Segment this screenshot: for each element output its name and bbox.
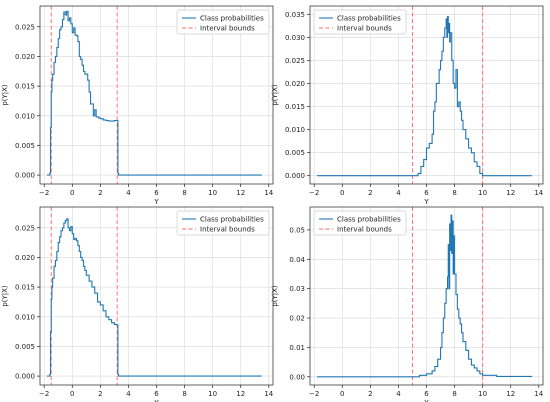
x-tick-label: 4 [396, 390, 401, 398]
x-tick-label: −2 [39, 189, 49, 197]
x-tick-label: 4 [126, 390, 131, 398]
legend-box [176, 9, 270, 35]
y-tick-label: 0.010 [285, 126, 305, 134]
legend-entry: Class probabilities [337, 216, 401, 224]
legend-entry: Interval bounds [200, 226, 255, 234]
x-axis-label: Y [153, 399, 159, 402]
x-tick-label: 6 [154, 189, 159, 197]
x-axis-label: Y [423, 399, 429, 402]
y-tick-label: 0.000 [15, 373, 35, 381]
x-tick-label: 10 [478, 189, 487, 197]
x-tick-label: 12 [236, 189, 245, 197]
legend: Class probabilities Interval bounds [176, 9, 270, 35]
legend-entry: Class probabilities [337, 15, 401, 23]
legend-entry: Interval bounds [337, 25, 392, 33]
x-tick-label: 12 [506, 390, 515, 398]
legend: Class probabilities Interval bounds [313, 9, 407, 35]
y-axis-label: p(Y|X) [1, 84, 9, 106]
x-tick-label: 6 [424, 390, 429, 398]
y-tick-label: 0.020 [285, 80, 305, 88]
y-tick-label: 0.010 [15, 112, 35, 120]
y-axis-label: p(Y|X) [1, 285, 9, 307]
y-tick-label: 0.01 [289, 344, 305, 352]
x-tick-label: 6 [154, 390, 159, 398]
x-tick-label: −2 [309, 390, 319, 398]
y-tick-label: 0.025 [285, 57, 305, 65]
y-tick-label: 0.005 [285, 149, 305, 157]
x-tick-label: 0 [70, 189, 74, 197]
y-tick-label: 0.05 [289, 226, 305, 234]
y-tick-label: 0.000 [285, 172, 305, 180]
x-tick-label: 8 [182, 189, 186, 197]
class-probabilities-line [47, 10, 262, 176]
x-tick-label: 14 [534, 189, 543, 197]
x-tick-label: 6 [424, 189, 429, 197]
chart-panel-3: −2 0 2 4 6 8 10 12 14 0.000 0.005 0.010 0.015 0.020 0.… [1, 206, 274, 402]
class-probabilities-line [317, 16, 532, 177]
y-axis-label: p(Y|X) [271, 285, 279, 307]
legend-entry: Interval bounds [337, 226, 392, 234]
x-tick-label: 12 [506, 189, 515, 197]
x-tick-label: −2 [309, 189, 319, 197]
legend-box [313, 9, 407, 35]
y-tick-label: 0.025 [15, 23, 35, 31]
y-tick-label: 0.025 [15, 224, 35, 232]
x-tick-label: 10 [478, 390, 487, 398]
y-tick-label: 0.030 [285, 34, 305, 42]
y-tick-label: 0.010 [15, 313, 35, 321]
chart-panel-2: −2 0 2 4 6 8 10 12 14 0.000 0.005 0.010 0.015 0.020 0.… [271, 5, 544, 206]
x-tick-label: 2 [368, 189, 372, 197]
y-tick-label: 0.020 [15, 53, 35, 61]
x-tick-label: 0 [340, 189, 344, 197]
y-tick-label: 0.015 [15, 83, 35, 91]
class-probabilities-line [47, 218, 262, 377]
x-tick-label: 8 [182, 390, 186, 398]
x-tick-label: 8 [452, 390, 456, 398]
legend-entry: Class probabilities [200, 15, 264, 23]
x-tick-label: 0 [70, 390, 74, 398]
legend: Class probabilities Interval bounds [176, 210, 270, 236]
y-tick-label: 0.03 [289, 285, 305, 293]
x-tick-label: 4 [126, 189, 131, 197]
x-tick-label: 14 [534, 390, 543, 398]
x-tick-label: 14 [264, 390, 273, 398]
y-tick-label: 0.015 [15, 284, 35, 292]
chart-panel-4: −2 0 2 4 6 8 10 12 14 0.00 0.01 0.02 0.03 0.04 0.05 Yp(… [271, 206, 544, 402]
x-tick-label: 2 [368, 390, 372, 398]
y-tick-label: 0.02 [289, 315, 305, 323]
y-tick-label: 0.00 [289, 373, 305, 381]
x-tick-label: 4 [396, 189, 401, 197]
x-tick-label: 2 [98, 189, 102, 197]
x-tick-label: 10 [208, 189, 217, 197]
legend-box [313, 210, 407, 236]
y-tick-label: 0.000 [15, 172, 35, 180]
x-tick-label: 14 [264, 189, 273, 197]
y-tick-label: 0.04 [289, 256, 305, 264]
legend: Class probabilities Interval bounds [313, 210, 407, 236]
chart-panel-1: −2 0 2 4 6 8 10 12 14 0.000 0.005 0.010 0.015 0.020 0.… [1, 5, 274, 206]
class-probabilities-line [317, 214, 533, 378]
y-tick-label: 0.005 [15, 142, 35, 150]
x-tick-label: 8 [452, 189, 456, 197]
x-axis-label: Y [153, 198, 159, 206]
x-tick-label: 0 [340, 390, 344, 398]
y-tick-label: 0.035 [285, 11, 305, 19]
y-tick-label: 0.005 [15, 343, 35, 351]
y-tick-label: 0.015 [285, 103, 305, 111]
y-tick-label: 0.020 [15, 254, 35, 262]
legend-box [176, 210, 270, 236]
legend-entry: Class probabilities [200, 216, 264, 224]
x-tick-label: 2 [98, 390, 102, 398]
x-axis-label: Y [423, 198, 429, 206]
x-tick-label: 10 [208, 390, 217, 398]
y-axis-label: p(Y|X) [271, 84, 279, 106]
legend-entry: Interval bounds [200, 25, 255, 33]
x-tick-label: 12 [236, 390, 245, 398]
x-tick-label: −2 [39, 390, 49, 398]
